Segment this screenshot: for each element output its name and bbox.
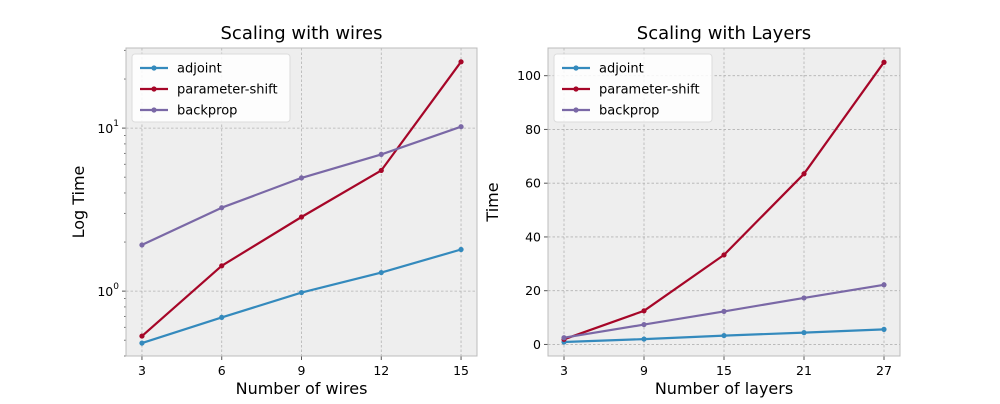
x-tick-label: 9 [298, 363, 306, 378]
legend-label-parameter-shift: parameter-shift [599, 83, 700, 98]
legend-marker-adjoint [573, 65, 579, 71]
y-axis-label: Time [483, 182, 502, 222]
data-point-adjoint [298, 289, 305, 296]
legend-marker-parameter-shift [151, 86, 157, 92]
legend-box [131, 53, 291, 123]
chart-scaling-with-layers: 3 9 15 21 27 0 20 40 60 80 100 adjoint parameter-shi… [483, 23, 901, 398]
y-tick-exponent: 1 [113, 119, 119, 129]
legend-label-backprop: backprop [599, 104, 659, 119]
legend-marker-backprop [573, 107, 579, 113]
data-point-adjoint [458, 246, 464, 253]
x-tick-label: 15 [453, 363, 469, 378]
legend-marker-backprop [151, 107, 157, 113]
y-tick-label: 100 [97, 282, 119, 299]
y-tick-label: 80 [525, 122, 541, 137]
data-point-parameter-shift [881, 59, 887, 65]
data-point-backprop [139, 242, 145, 248]
data-point-backprop [641, 321, 647, 328]
legend-label-adjoint: adjoint [177, 62, 222, 77]
x-tick-label: 3 [138, 363, 146, 378]
data-point-adjoint [721, 332, 727, 339]
data-point-parameter-shift [641, 308, 647, 314]
x-tick-label: 21 [796, 363, 812, 378]
y-tick-label: 100 [517, 68, 541, 83]
y-tick-exponent: 0 [113, 282, 119, 292]
data-point-parameter-shift [298, 214, 305, 220]
data-point-adjoint [219, 314, 225, 320]
chart-title: Scaling with wires [221, 23, 383, 44]
y-tick-label: 0 [533, 337, 541, 352]
data-point-adjoint [801, 330, 807, 336]
data-point-backprop [219, 205, 225, 211]
data-point-adjoint [139, 340, 145, 346]
x-axis-label: Number of layers [655, 379, 793, 398]
legend-box [553, 53, 713, 123]
y-tick-label: 20 [525, 283, 541, 298]
x-tick-label: 27 [876, 363, 892, 378]
data-point-backprop [298, 175, 305, 181]
legend-label-adjoint: adjoint [599, 62, 644, 77]
axes-frame [125, 47, 478, 357]
y-tick-label: 101 [97, 119, 119, 136]
legend-label-parameter-shift: parameter-shift [177, 83, 278, 98]
data-point-adjoint [641, 336, 647, 342]
y-tick-label: 60 [525, 176, 541, 191]
y-tick-base: 10 [97, 121, 113, 136]
chart-scaling-with-wires: 3 6 9 12 15100101adjointparameter-shiftbackp… [69, 23, 478, 398]
data-point-parameter-shift [378, 167, 384, 174]
x-tick-label: 9 [640, 363, 648, 378]
legend-label-backprop: backprop [177, 104, 237, 119]
legend-marker-adjoint [151, 65, 157, 71]
data-point-backprop [721, 308, 727, 314]
data-point-parameter-shift [219, 263, 225, 269]
chart-title: Scaling with Layers [637, 23, 811, 44]
data-point-parameter-shift [721, 252, 727, 258]
y-axis-label: Log Time [69, 166, 88, 239]
data-point-adjoint [378, 269, 384, 276]
data-point-backprop [881, 282, 887, 288]
data-point-backprop [801, 295, 807, 301]
data-point-backprop [378, 151, 384, 157]
x-tick-label: 15 [716, 363, 732, 378]
data-point-parameter-shift [458, 59, 464, 65]
data-point-parameter-shift [801, 171, 807, 177]
data-point-adjoint [881, 326, 887, 332]
y-tick-label: 40 [525, 229, 541, 244]
axes-frame [547, 47, 901, 357]
legend-marker-parameter-shift [573, 86, 579, 92]
data-point-backprop [458, 124, 464, 130]
data-point-parameter-shift [139, 333, 145, 339]
y-tick-base: 10 [97, 284, 113, 299]
x-axis-label: Number of wires [236, 379, 368, 398]
x-tick-label: 3 [560, 363, 568, 378]
x-tick-label: 12 [373, 363, 389, 378]
data-point-backprop [561, 335, 567, 341]
x-tick-label: 6 [218, 363, 226, 378]
